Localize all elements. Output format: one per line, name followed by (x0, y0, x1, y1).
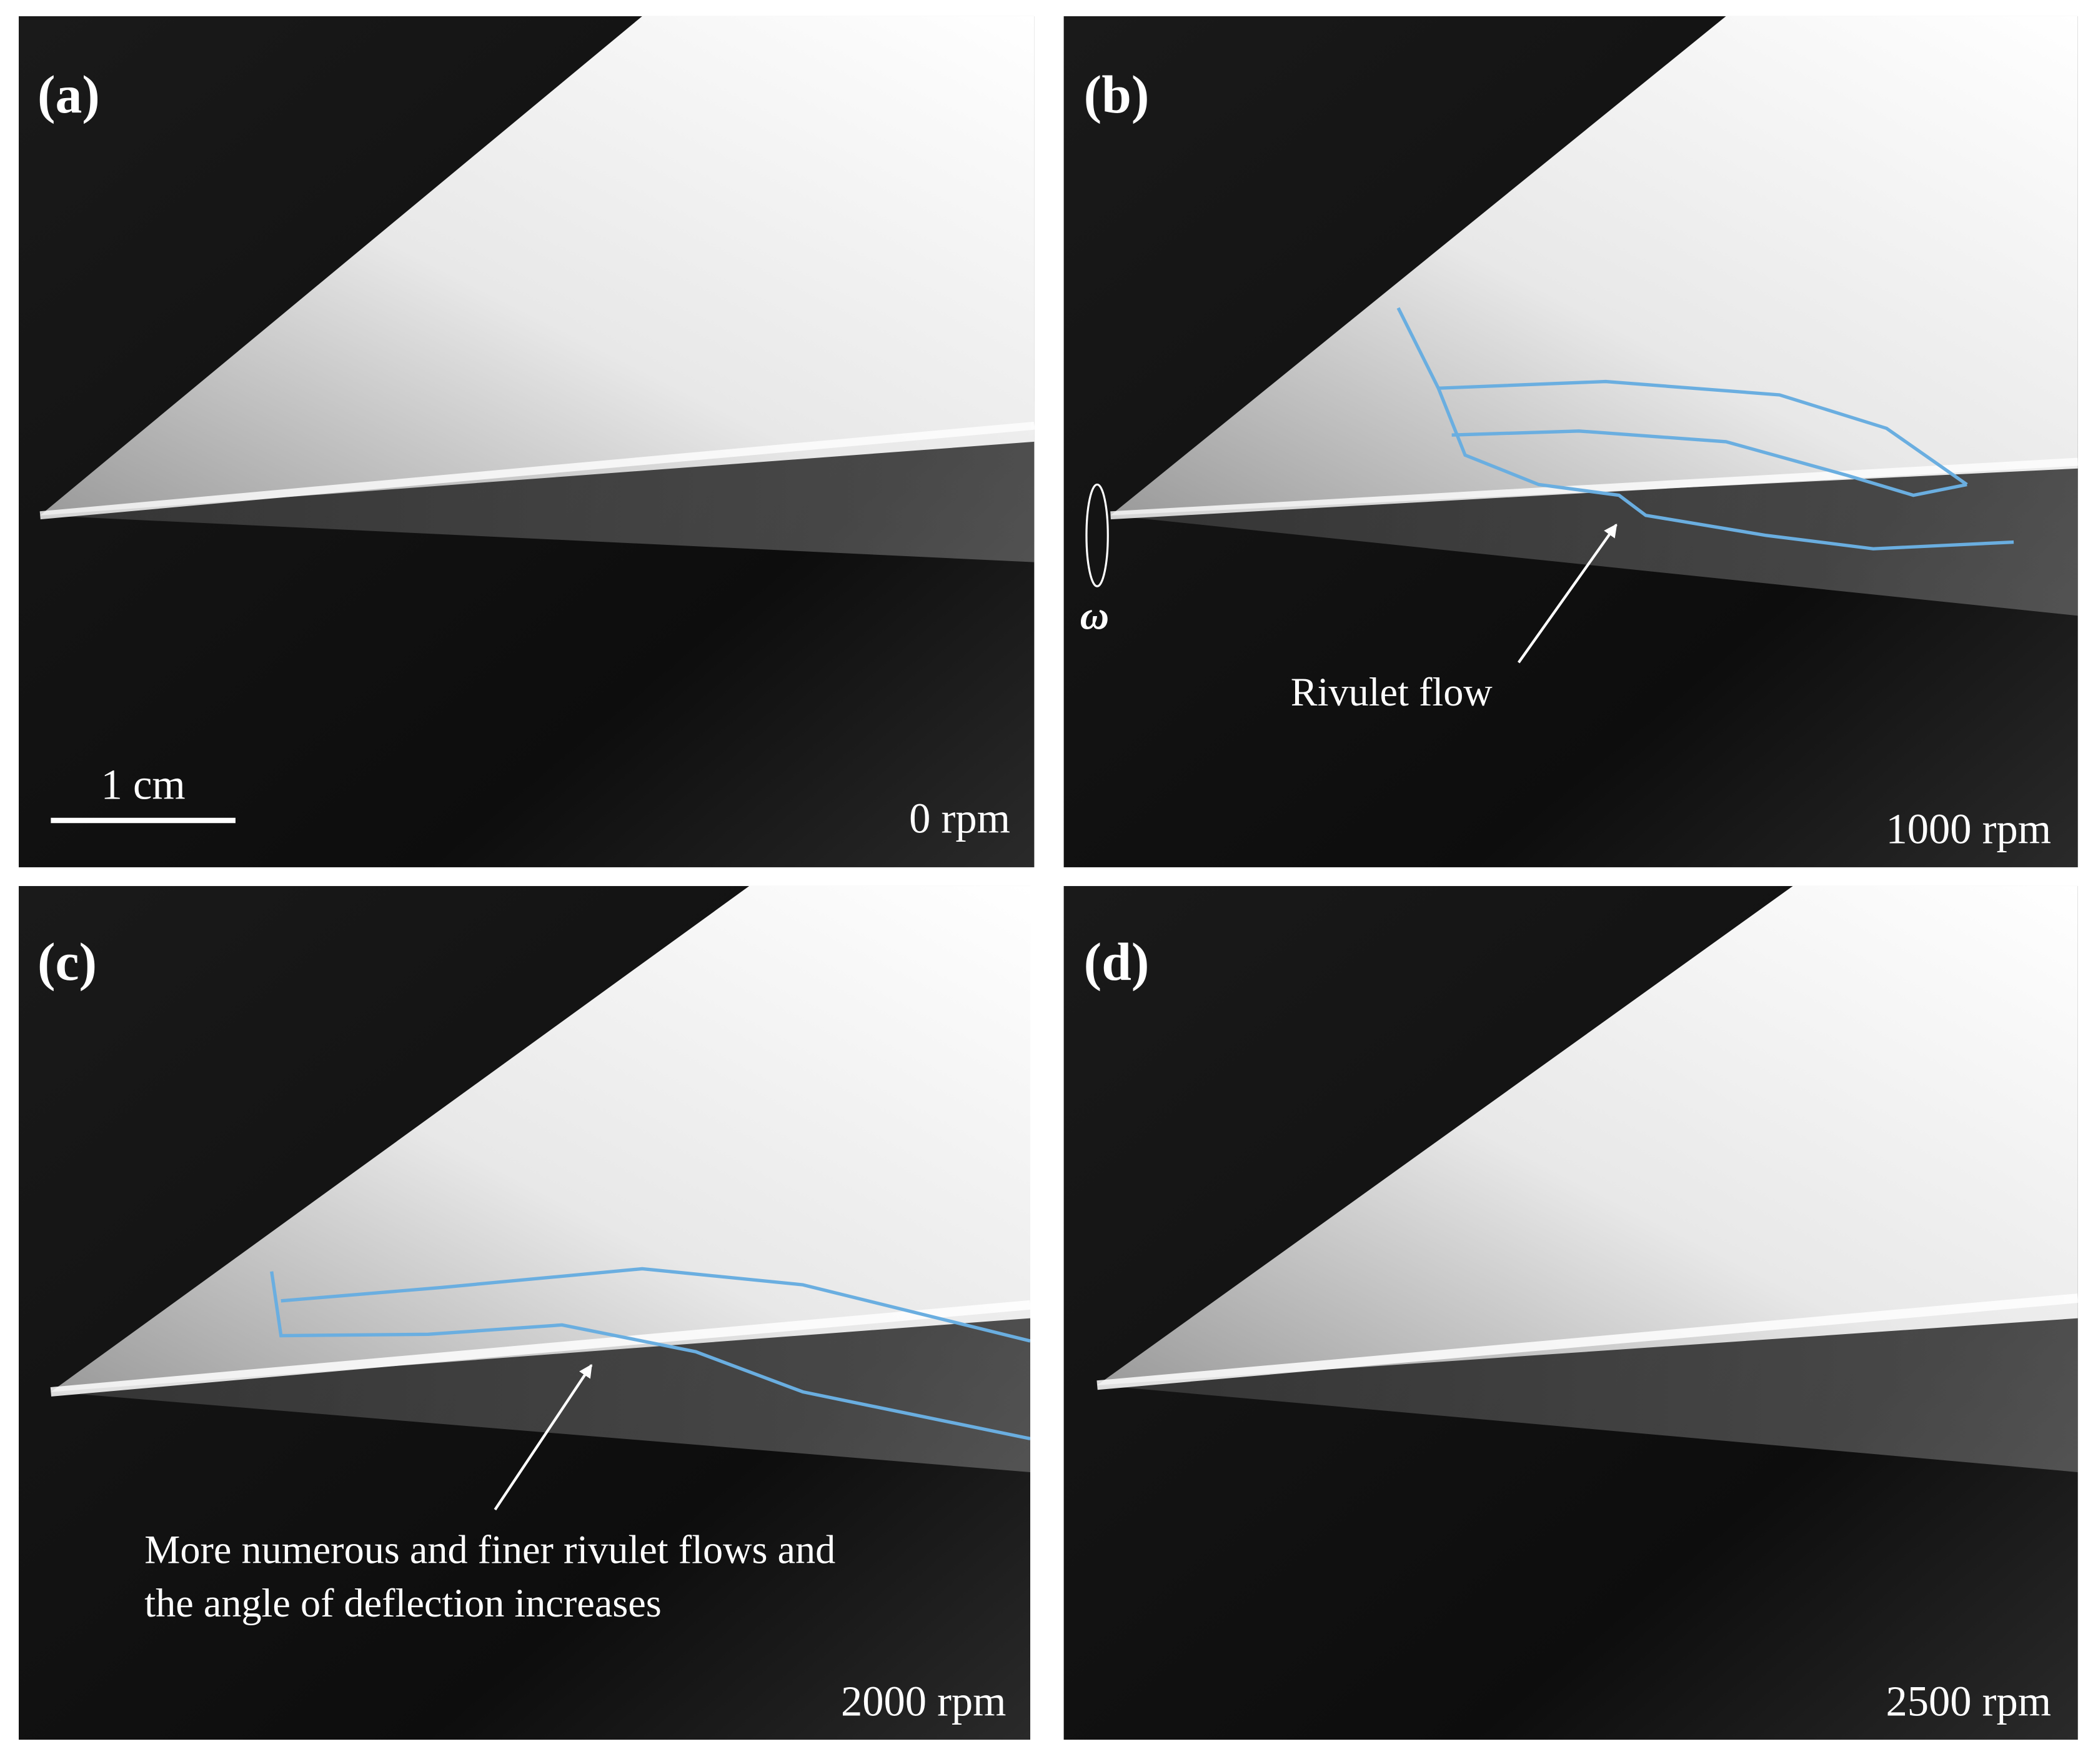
annotation: Rivulet flow (1291, 670, 1493, 714)
panel-label: (a) (37, 65, 100, 124)
speed-label: 0 rpm (909, 794, 1010, 842)
panel-d (1063, 885, 2078, 1740)
speed-label: 1000 rpm (1886, 805, 2052, 852)
panel-label: (d) (1084, 932, 1150, 992)
panel-label: (b) (1084, 65, 1150, 124)
annotation: More numerous and finer rivulet flows an… (144, 1528, 835, 1572)
panel-c (18, 885, 1031, 1740)
panel-a (18, 16, 1035, 867)
annotation: the angle of deflection increases (144, 1581, 662, 1625)
scale-label: 1 cm (101, 761, 186, 809)
panel-label: (c) (37, 932, 97, 992)
panel-b (1063, 16, 2078, 867)
omega-symbol: ω (1080, 594, 1109, 638)
speed-label: 2000 rpm (841, 1678, 1007, 1725)
speed-label: 2500 rpm (1886, 1678, 2052, 1725)
